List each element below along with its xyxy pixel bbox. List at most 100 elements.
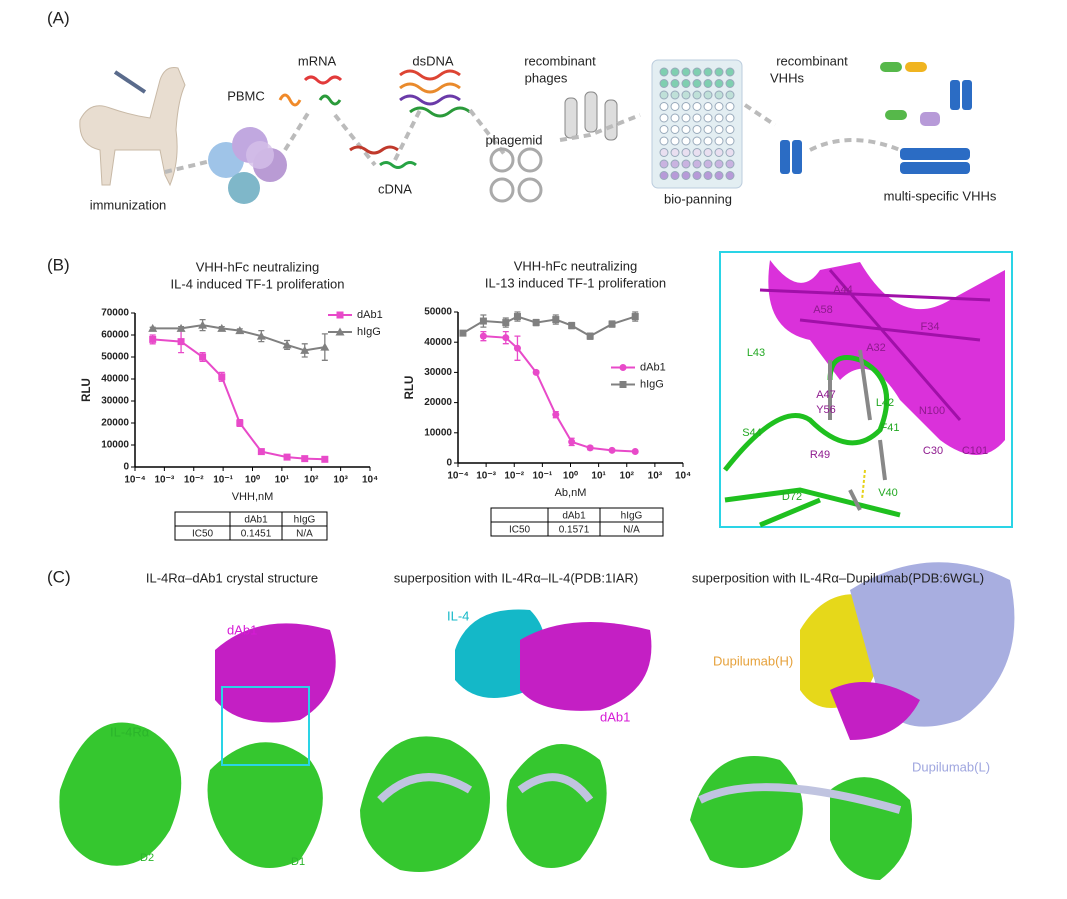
well	[659, 136, 669, 146]
x-tick-label: 10⁻¹	[213, 475, 233, 486]
y-tick-label: 40000	[101, 374, 129, 385]
residue-label: A32	[866, 342, 886, 354]
well	[703, 125, 713, 134]
x-tick-label: 10³	[333, 475, 348, 486]
residue-label: L43	[747, 347, 765, 359]
well	[703, 113, 713, 123]
well	[681, 159, 691, 169]
residue-label: F41	[881, 422, 900, 434]
residue-label: Y56	[816, 404, 836, 416]
well	[659, 171, 669, 180]
well	[681, 79, 691, 88]
well	[725, 148, 735, 157]
well	[703, 102, 713, 111]
chart-title: IL-13 induced TF-1 proliferation	[485, 275, 666, 290]
well	[692, 148, 702, 157]
structure-view	[719, 251, 1013, 528]
well	[670, 67, 680, 77]
well	[659, 102, 669, 111]
x-tick-label: 10⁻⁴	[124, 475, 145, 486]
data-point	[256, 331, 266, 340]
well	[681, 67, 691, 77]
panel-label: (B)	[47, 255, 70, 274]
x-tick-label: 10⁻²	[184, 475, 204, 486]
x-tick-label: 10²	[620, 471, 635, 482]
well	[681, 125, 691, 134]
well	[692, 136, 702, 146]
panel-label: (C)	[47, 567, 71, 586]
well	[659, 79, 669, 88]
y-tick-label: 50000	[424, 307, 452, 318]
x-tick-label: 10⁻¹	[533, 471, 553, 482]
well	[703, 136, 713, 146]
data-point	[198, 320, 208, 329]
legend-marker	[335, 327, 345, 336]
legend-marker	[336, 311, 344, 319]
data-point	[513, 344, 521, 352]
legend-marker	[619, 364, 627, 371]
y-tick-label: 10000	[101, 440, 129, 451]
panel-label: (A)	[47, 8, 70, 27]
well	[725, 159, 735, 169]
y-tick-label: 0	[123, 462, 129, 473]
data-point	[235, 326, 245, 335]
well	[692, 90, 702, 100]
well	[670, 136, 680, 146]
residue-label: S44	[742, 427, 762, 439]
residue-label: V40	[878, 487, 898, 499]
well	[725, 113, 735, 123]
panel-c-art	[59, 562, 1015, 880]
well	[681, 90, 691, 100]
structure-label: D2	[140, 852, 154, 864]
x-tick-label: 10⁻²	[504, 471, 524, 482]
well	[714, 171, 724, 180]
x-tick-label: 10⁻⁴	[447, 471, 468, 482]
well	[692, 125, 702, 134]
data-point	[217, 323, 227, 332]
well	[725, 67, 735, 77]
data-point	[199, 353, 207, 361]
data-point	[300, 345, 310, 354]
step-label: phages	[525, 70, 568, 85]
well	[659, 148, 669, 157]
well	[703, 79, 713, 88]
y-tick-label: 10000	[424, 427, 452, 438]
well	[681, 148, 691, 157]
data-point	[321, 455, 329, 463]
residue-label: A44	[833, 284, 853, 296]
x-tick-label: 10⁴	[675, 471, 691, 482]
data-point	[608, 320, 616, 328]
data-point	[608, 446, 616, 454]
x-tick-label: 10⁴	[362, 475, 378, 486]
data-point	[236, 419, 244, 427]
table-cell: IC50	[192, 529, 214, 540]
well	[725, 136, 735, 146]
table-cell: N/A	[623, 525, 640, 536]
data-point	[532, 319, 540, 327]
well	[692, 79, 702, 88]
chart-title: VHH-hFc neutralizing	[514, 258, 638, 273]
y-axis-label: RLU	[81, 378, 93, 402]
step-label: phagemid	[485, 132, 542, 147]
well	[703, 159, 713, 169]
data-point	[568, 438, 576, 446]
data-point	[301, 455, 309, 463]
data-point	[502, 319, 510, 327]
x-tick-label: 10⁰	[563, 471, 578, 482]
data-point	[631, 313, 639, 321]
table-cell: 0.1571	[559, 525, 590, 536]
well	[692, 67, 702, 77]
well	[692, 102, 702, 111]
data-point	[283, 453, 291, 461]
well	[670, 125, 680, 134]
residue-label: N100	[919, 405, 945, 417]
well	[659, 125, 669, 134]
residue-label: A58	[813, 304, 833, 316]
data-point	[552, 316, 560, 324]
well	[714, 136, 724, 146]
panel-title: IL-4Rα–dAb1 crystal structure	[146, 570, 318, 585]
y-tick-label: 70000	[101, 308, 129, 319]
well	[681, 171, 691, 180]
well	[725, 125, 735, 134]
